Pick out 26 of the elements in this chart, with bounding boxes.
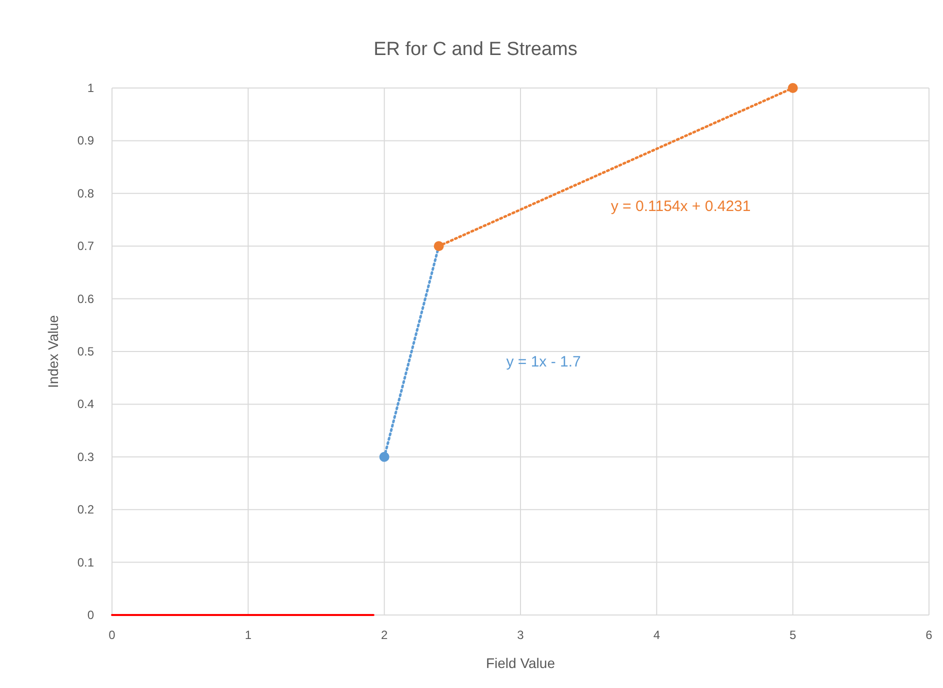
x-axis-title: Field Value — [486, 655, 556, 671]
annotation: y = 0.1154x + 0.4231 — [610, 198, 751, 216]
y-axis-title: Index Value — [45, 314, 61, 388]
x-tick-label: 3 — [517, 628, 524, 642]
y-tick-label: 0.1 — [77, 555, 94, 570]
y-tick-label: 0 — [87, 608, 94, 622]
y-tick-label: 0.7 — [77, 239, 94, 254]
y-tick-label: 0.8 — [77, 186, 94, 200]
y-tick-label: 0.6 — [77, 292, 94, 306]
y-tick-label: 1 — [87, 81, 94, 95]
y-tick-label: 0.9 — [77, 134, 94, 148]
y-tick-label: 0.5 — [77, 344, 94, 358]
annotation: y = 1x - 1.7 — [506, 354, 581, 370]
x-tick-label: 1 — [244, 628, 252, 642]
x-tick-label: 4 — [653, 628, 660, 642]
y-tick-label: 0.2 — [77, 502, 94, 517]
x-tick-label: 2 — [380, 628, 388, 642]
point — [379, 452, 390, 462]
point — [788, 83, 798, 93]
chart-title: ER for C and E Streams — [374, 39, 578, 60]
y-tick-label: 0.3 — [77, 450, 94, 464]
x-tick-label: 6 — [926, 628, 933, 642]
y-tick-label: 0.4 — [77, 397, 94, 412]
x-tick-label: 5 — [789, 628, 796, 642]
point — [434, 241, 444, 252]
x-tick-label: 0 — [108, 628, 116, 642]
